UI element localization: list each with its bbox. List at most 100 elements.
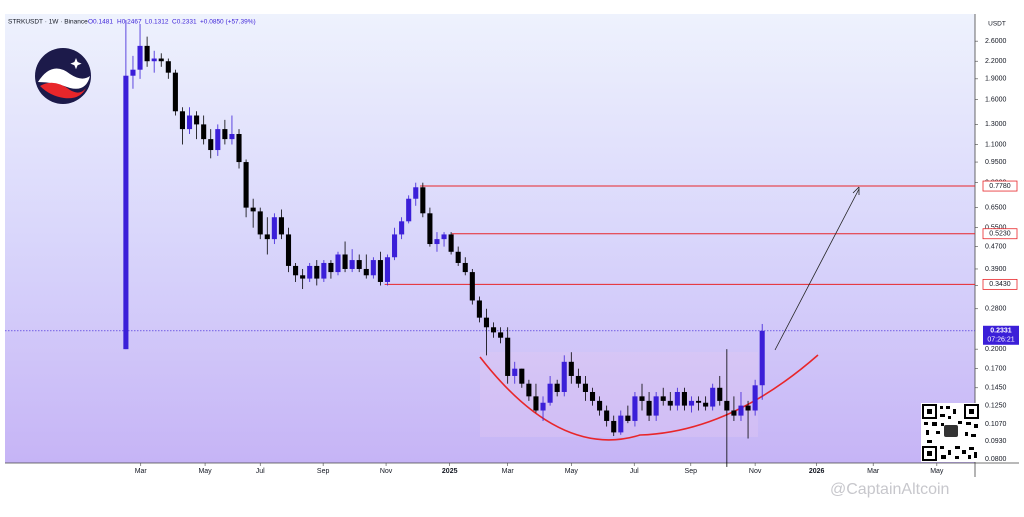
candle-body (526, 383, 532, 397)
y-tick-label: 0.1700 (985, 366, 1007, 373)
candle-body (589, 391, 596, 401)
candle-body (250, 207, 256, 212)
candle-body (314, 265, 320, 279)
candle-body (476, 300, 482, 318)
candle-body (349, 260, 355, 269)
candle-body (172, 72, 178, 112)
candle-body (653, 396, 659, 416)
ohlc-high: H0.2467 (117, 19, 142, 26)
y-tick-label: 0.4700 (985, 243, 1007, 250)
candle-body (738, 405, 744, 416)
candle-body (448, 234, 454, 252)
candle-body (307, 265, 313, 279)
candles-layer (123, 20, 765, 467)
candle-body (137, 45, 143, 70)
candle-body (462, 262, 468, 273)
y-tick-label: 0.2800 (985, 306, 1007, 313)
candle-body (688, 400, 695, 406)
x-tick-label: Jul (256, 468, 265, 475)
currency-label: USDT (988, 21, 1006, 28)
candle-body (540, 402, 546, 411)
candle-body (384, 257, 391, 282)
candle-body (328, 262, 334, 273)
candle-body (681, 391, 687, 406)
x-tick-label: Nov (380, 468, 393, 475)
y-tick-label: 0.6500 (985, 204, 1007, 211)
candle-body (597, 400, 603, 411)
candle-body (123, 75, 129, 350)
x-tick-label: Sep (317, 468, 330, 475)
candle-body (568, 361, 574, 376)
candle-body (752, 385, 758, 411)
candle-body (674, 391, 680, 406)
y-tick-label: 1.1000 (985, 141, 1007, 148)
candle-body (490, 327, 497, 333)
rounding-bottom-curve (479, 354, 819, 441)
candle-body (335, 254, 341, 273)
candle-body (165, 61, 171, 73)
level-label: 0.7780 (989, 183, 1011, 190)
candle-body (646, 400, 652, 416)
candle-body (554, 383, 560, 392)
candle-body (441, 234, 447, 240)
y-tick-label: 2.2000 (985, 58, 1007, 65)
y-tick-label: 0.1250 (985, 402, 1007, 409)
candle-body (363, 268, 369, 276)
candle-body (434, 239, 440, 245)
x-tick-label: May (198, 468, 212, 475)
countdown-label: 07:26:21 (987, 337, 1014, 344)
x-tick-label: Mar (135, 468, 148, 475)
axis-layer: 2.6000 2.2000 1.9000 1.6000 1.3000 1.1000 0.95… (135, 38, 1019, 475)
candle-body (667, 400, 673, 406)
candle-body (257, 211, 263, 235)
candle-body (547, 383, 553, 403)
x-tick-label: Nov (749, 468, 762, 475)
level-label-box (982, 278, 1018, 290)
y-tick-label: 0.5500 (985, 225, 1007, 232)
candle-body (144, 45, 150, 62)
candle-body (632, 396, 638, 421)
y-tick-label: 1.3000 (985, 121, 1007, 128)
x-tick-label: Sep (685, 468, 698, 475)
target-arrow (774, 188, 860, 351)
x-tick-label: Mar (502, 468, 515, 475)
candle-body (512, 368, 518, 376)
candle-body (377, 260, 383, 282)
y-tick-label: 0.9500 (985, 159, 1007, 166)
y-tick-label: 0.2000 (985, 346, 1007, 353)
x-tick-label: May (930, 468, 944, 475)
logo (35, 48, 91, 104)
candle-body (639, 396, 645, 401)
candle-body (293, 265, 299, 276)
candle-body (215, 129, 221, 151)
level-label: 0.5230 (989, 231, 1011, 238)
candle-body (731, 410, 737, 416)
candle-body (300, 275, 306, 279)
y-tick-label: 1.9000 (985, 76, 1007, 83)
candle-body (406, 198, 412, 222)
y-tick-label: 0.1070 (985, 421, 1007, 428)
candle-body (222, 129, 228, 140)
candle-body (519, 368, 525, 384)
candle-body (483, 317, 490, 328)
candle-body (278, 217, 284, 235)
candle-body (179, 111, 186, 130)
candle-body (392, 234, 398, 258)
candle-body (575, 375, 581, 384)
ohlc-change: +0.0850 (+57.39%) (200, 19, 256, 26)
last-price-box (983, 325, 1019, 345)
candle-body (717, 387, 723, 401)
x-tick-label: Jul (630, 468, 639, 475)
candle-body (724, 400, 730, 411)
candle-body (759, 330, 765, 386)
candle-body (399, 221, 405, 235)
ohlc-low: L0.1312 (145, 19, 169, 26)
candle-body (703, 402, 709, 407)
candle-body (208, 139, 214, 151)
candle-body (194, 115, 200, 125)
candle-body (356, 260, 362, 269)
ohlc-open: O0.1481 (88, 19, 113, 26)
candle-body (151, 58, 157, 62)
candle-body (370, 260, 376, 276)
candle-body (321, 262, 327, 279)
